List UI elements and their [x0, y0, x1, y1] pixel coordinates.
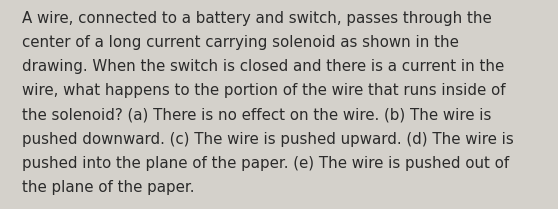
Text: wire, what happens to the portion of the wire that runs inside of: wire, what happens to the portion of the…: [22, 84, 506, 98]
Text: the solenoid? (a) There is no effect on the wire. (b) The wire is: the solenoid? (a) There is no effect on …: [22, 108, 492, 123]
Text: pushed into the plane of the paper. (e) The wire is pushed out of: pushed into the plane of the paper. (e) …: [22, 156, 509, 171]
Text: pushed downward. (c) The wire is pushed upward. (d) The wire is: pushed downward. (c) The wire is pushed …: [22, 132, 514, 147]
Text: the plane of the paper.: the plane of the paper.: [22, 180, 195, 195]
Text: A wire, connected to a battery and switch, passes through the: A wire, connected to a battery and switc…: [22, 11, 492, 26]
Text: center of a long current carrying solenoid as shown in the: center of a long current carrying soleno…: [22, 35, 459, 50]
Text: drawing. When the switch is closed and there is a current in the: drawing. When the switch is closed and t…: [22, 59, 504, 74]
